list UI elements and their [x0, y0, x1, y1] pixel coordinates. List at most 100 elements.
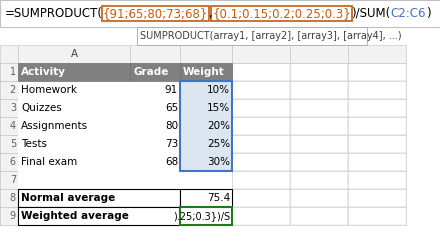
Text: 25%: 25% [207, 139, 230, 149]
Bar [348, 63, 406, 81]
Text: 8: 8 [10, 193, 16, 203]
Bar [18, 117, 130, 135]
Text: Weight: Weight [183, 67, 225, 77]
Bar [180, 207, 232, 225]
Bar [232, 63, 290, 81]
Bar [290, 189, 348, 207]
Bar [232, 135, 290, 153]
Bar [0, 0, 440, 27]
Text: SUMPRODUCT(array1, [array2], [array3], [array4], ...): SUMPRODUCT(array1, [array2], [array3], [… [140, 31, 402, 41]
Bar [130, 45, 180, 63]
Text: =SUMPRODUCT(: =SUMPRODUCT( [5, 7, 103, 20]
Bar [137, 27, 367, 45]
Bar [0, 45, 18, 63]
Bar [290, 99, 348, 117]
Text: 15%: 15% [207, 103, 230, 113]
Text: ,: , [209, 7, 212, 20]
Bar [18, 63, 130, 81]
Text: Quizzes: Quizzes [21, 103, 62, 113]
Bar [0, 207, 18, 225]
Text: Homework: Homework [21, 85, 77, 95]
Text: {91;65;80;73;68}: {91;65;80;73;68} [103, 7, 209, 20]
Bar [232, 153, 290, 171]
Bar [290, 81, 348, 99]
Bar [0, 117, 18, 135]
Bar [232, 45, 290, 63]
Bar [0, 99, 18, 117]
Bar [0, 153, 18, 171]
Text: 65: 65 [165, 103, 178, 113]
Bar [232, 117, 290, 135]
Text: 10%: 10% [207, 85, 230, 95]
Text: 30%: 30% [207, 157, 230, 167]
Bar [130, 99, 180, 117]
Text: Weighted average: Weighted average [21, 211, 129, 221]
Bar [180, 81, 232, 171]
Bar [130, 81, 180, 99]
Bar [290, 45, 348, 63]
Bar [348, 99, 406, 117]
Text: {0.1;0.15;0.2;0.25;0.3}: {0.1;0.15;0.2;0.25;0.3} [212, 7, 351, 20]
Bar [18, 171, 130, 189]
Bar [290, 63, 348, 81]
Bar [290, 117, 348, 135]
Bar [232, 189, 290, 207]
Bar [0, 135, 18, 153]
Bar [130, 171, 180, 189]
Bar [18, 189, 180, 207]
Bar [348, 171, 406, 189]
Bar [232, 207, 290, 225]
Bar [232, 171, 290, 189]
Text: ): ) [425, 7, 430, 20]
Bar [0, 81, 18, 99]
Bar [348, 81, 406, 99]
Bar [180, 81, 232, 171]
Bar [180, 189, 232, 207]
Text: C2:C6: C2:C6 [390, 7, 425, 20]
Bar [18, 81, 130, 99]
Text: 73: 73 [165, 139, 178, 149]
Bar [0, 63, 18, 81]
Text: ).25;0.3})/S: ).25;0.3})/S [173, 211, 230, 221]
Text: 7: 7 [10, 175, 16, 185]
Bar [0, 189, 18, 207]
Text: 5: 5 [10, 139, 16, 149]
Bar [348, 117, 406, 135]
Text: 9: 9 [10, 211, 16, 221]
Bar [18, 153, 130, 171]
Text: 1: 1 [10, 67, 16, 77]
Bar [348, 189, 406, 207]
Bar [348, 135, 406, 153]
Text: Tests: Tests [21, 139, 47, 149]
Bar [232, 81, 290, 99]
Text: 20%: 20% [207, 121, 230, 131]
Text: )/SUM(: )/SUM( [351, 7, 390, 20]
Bar [130, 135, 180, 153]
Bar [290, 171, 348, 189]
Text: 6: 6 [10, 157, 16, 167]
Text: 80: 80 [165, 121, 178, 131]
Text: 3: 3 [10, 103, 16, 113]
Bar [130, 153, 180, 171]
Bar [18, 135, 130, 153]
Bar [0, 63, 406, 225]
Bar [18, 99, 130, 117]
Text: Final exam: Final exam [21, 157, 77, 167]
Bar [290, 207, 348, 225]
Bar [18, 45, 130, 63]
Text: Activity: Activity [21, 67, 66, 77]
Text: 68: 68 [165, 157, 178, 167]
Text: 2: 2 [10, 85, 16, 95]
Bar [290, 153, 348, 171]
Bar [290, 135, 348, 153]
Bar [180, 171, 232, 189]
Text: Assignments: Assignments [21, 121, 88, 131]
Text: 4: 4 [10, 121, 16, 131]
Bar [348, 207, 406, 225]
Text: Grade: Grade [133, 67, 169, 77]
Text: Normal average: Normal average [21, 193, 115, 203]
Bar [0, 171, 18, 189]
Bar [180, 45, 232, 63]
Bar [130, 63, 180, 81]
Bar [18, 207, 180, 225]
